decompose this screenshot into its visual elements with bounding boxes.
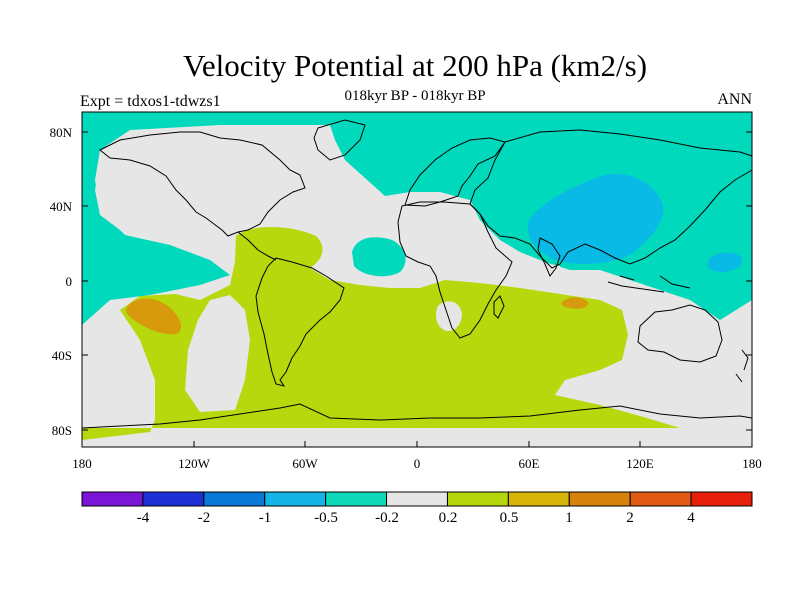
coastline-new-zealand	[735, 349, 749, 383]
coastline-australia	[637, 304, 723, 363]
coastlines	[81, 119, 753, 429]
coastline-central-america	[237, 231, 277, 261]
lon-tick-label: 180	[72, 456, 92, 471]
contour-fills	[82, 112, 752, 440]
lat-tick-label: 80S	[52, 423, 72, 438]
contour-orange-pacific	[126, 298, 182, 335]
colorbar-label: -0.5	[314, 510, 338, 526]
experiment-label: Expt = tdxos1-tdwzs1	[80, 93, 221, 110]
colorbar-label: 2	[626, 510, 634, 526]
colorbar-label: -1	[259, 510, 272, 526]
colorbar-label: -2	[198, 510, 211, 526]
colorbar-swatch	[629, 491, 692, 507]
colorbar-label: 0.5	[500, 510, 519, 526]
contour-blue-asia	[527, 173, 664, 265]
season-label: ANN	[717, 91, 752, 108]
lat-tick-label: 40S	[52, 348, 72, 363]
map-title: Velocity Potential at 200 hPa (km2/s)	[182, 48, 648, 83]
contour-grey-pocket	[185, 295, 250, 412]
coastline-south-america	[255, 257, 345, 387]
colorbar-label: 4	[687, 510, 695, 526]
colorbar-swatch	[142, 491, 205, 507]
colorbar-label: 0.2	[439, 510, 458, 526]
contour-grey-notch	[95, 130, 560, 285]
lon-tick-label: 0	[414, 456, 421, 471]
coastline-europe	[404, 137, 506, 207]
map-subtitle: 018kyr BP - 018kyr BP	[344, 88, 486, 104]
coastline-indonesia	[607, 275, 691, 293]
contour-grey-africa	[436, 301, 462, 332]
coastline-north-america	[99, 131, 306, 237]
lon-tick-label: 120W	[178, 456, 211, 471]
colorbar	[81, 491, 753, 507]
colorbar-swatch	[386, 491, 448, 507]
colorbar-label: -4	[137, 510, 150, 526]
colorbar-swatch	[81, 491, 144, 507]
contour-cyan-atlantic	[352, 237, 406, 277]
lon-tick-label: 60E	[519, 456, 540, 471]
coastline-asia	[469, 129, 753, 269]
coastline-madagascar	[493, 295, 505, 319]
lat-tick-label: 0	[66, 274, 73, 289]
coastline-greenland	[313, 119, 366, 161]
colorbar-swatch	[264, 491, 327, 507]
coastline-antarctica	[81, 403, 753, 429]
axis-ticks	[81, 131, 753, 447]
colorbar-swatch	[446, 491, 509, 507]
coastline-india	[537, 237, 561, 277]
colorbar-swatch	[203, 491, 266, 507]
lon-tick-label: 120E	[626, 456, 654, 471]
contour-orange-indian	[561, 297, 589, 309]
colorbar-swatch	[690, 491, 753, 507]
colorbar-label: -0.2	[375, 510, 399, 526]
lon-tick-label: 180	[742, 456, 762, 471]
lon-tick-label: 60W	[292, 456, 318, 471]
colorbar-swatch	[325, 491, 388, 507]
colorbar-swatch	[507, 491, 570, 507]
colorbar-swatch	[568, 491, 631, 507]
lat-tick-label: 40N	[50, 199, 73, 214]
lat-tick-label: 80N	[50, 125, 73, 140]
contour-cyan-north	[82, 112, 752, 325]
contour-blue-pacific	[707, 252, 742, 272]
colorbar-label: 1	[565, 510, 573, 526]
